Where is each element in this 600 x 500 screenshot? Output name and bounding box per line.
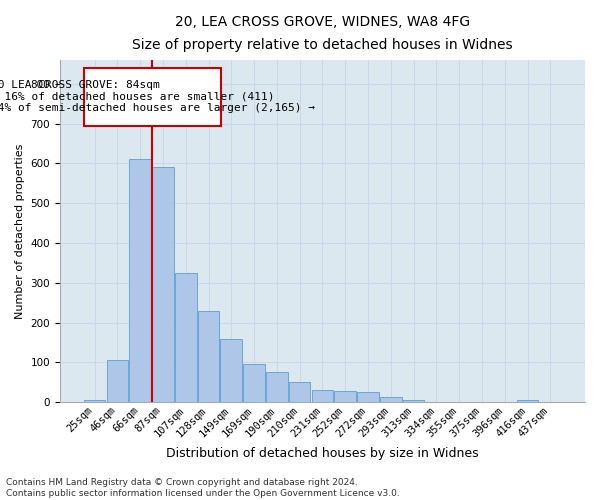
FancyBboxPatch shape (85, 68, 221, 126)
Y-axis label: Number of detached properties: Number of detached properties (15, 144, 25, 319)
Bar (380, 397, 401, 402)
Text: Contains HM Land Registry data © Crown copyright and database right 2024.
Contai: Contains HM Land Registry data © Crown c… (6, 478, 400, 498)
Title: 20, LEA CROSS GROVE, WIDNES, WA8 4FG
Size of property relative to detached house: 20, LEA CROSS GROVE, WIDNES, WA8 4FG Siz… (132, 15, 513, 52)
Bar (152, 168, 174, 402)
Bar (289, 382, 310, 402)
Bar (84, 400, 106, 402)
Bar (107, 360, 128, 403)
Bar (197, 310, 220, 402)
Bar (243, 364, 265, 403)
Bar (175, 273, 197, 402)
Bar (357, 392, 379, 402)
Bar (311, 390, 333, 402)
Text: 20 LEA CROSS GROVE: 84sqm
← 16% of detached houses are smaller (411)
84% of semi: 20 LEA CROSS GROVE: 84sqm ← 16% of detac… (0, 80, 314, 114)
Bar (334, 391, 356, 402)
Bar (220, 338, 242, 402)
X-axis label: Distribution of detached houses by size in Widnes: Distribution of detached houses by size … (166, 447, 479, 460)
Bar (130, 160, 151, 402)
Bar (403, 400, 424, 402)
Bar (517, 400, 538, 402)
Bar (266, 372, 288, 402)
